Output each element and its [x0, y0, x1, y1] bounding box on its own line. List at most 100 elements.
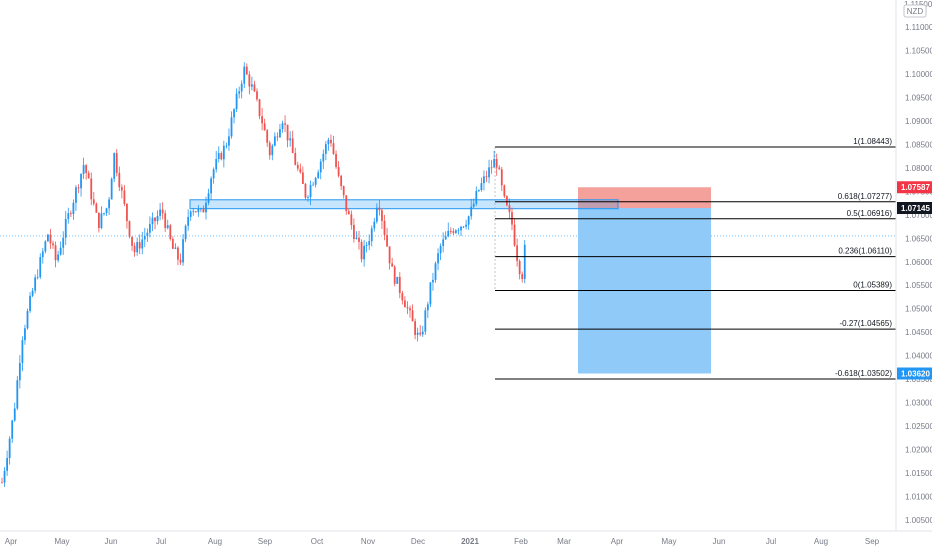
candle: [108, 196, 110, 215]
candle: [337, 161, 340, 178]
candle-body: [363, 245, 365, 260]
candle-body: [161, 209, 164, 214]
candle: [18, 355, 21, 389]
candle-body: [39, 257, 42, 278]
candle: [388, 246, 391, 270]
candle-body: [215, 159, 218, 170]
time-tick-label: Aug: [814, 537, 828, 546]
candle: [299, 163, 302, 174]
fib-level-label: -0.27(1.04565): [840, 319, 893, 328]
candle-body: [251, 84, 253, 87]
candle-body: [299, 168, 302, 173]
candle-body: [393, 266, 396, 284]
candle: [258, 98, 261, 120]
candle: [500, 166, 503, 191]
candle-body: [220, 153, 223, 160]
candle: [460, 225, 462, 237]
candle-body: [8, 438, 11, 459]
candle-body: [304, 183, 307, 198]
candle-body: [373, 221, 376, 229]
price-tag: [897, 367, 932, 380]
candle: [62, 231, 65, 256]
candle: [314, 176, 317, 188]
candle-body: [365, 245, 368, 246]
candle: [279, 123, 281, 139]
time-tick-label: Feb: [514, 537, 528, 546]
candle: [268, 140, 271, 160]
candle: [271, 143, 274, 161]
candle: [126, 203, 128, 229]
price-tick-label: 1.06500: [905, 234, 932, 243]
candle: [345, 195, 348, 215]
candle-body: [179, 259, 182, 263]
candle: [166, 219, 169, 230]
candle-body: [212, 169, 215, 179]
time-tick-label: Oct: [311, 537, 324, 546]
fibonacci-retracement[interactable]: 1(1.08443) 0.618(1.07277) 0.5(1.06916) 0.23…: [494, 137, 896, 380]
candle: [143, 227, 146, 247]
candle: [439, 243, 442, 261]
candle: [110, 177, 113, 200]
candle-body: [475, 190, 478, 204]
candle-body: [294, 152, 297, 165]
currency-badge[interactable]: [903, 4, 927, 18]
candle: [495, 153, 498, 176]
candle: [44, 240, 47, 254]
price-tick-label: 1.02500: [905, 422, 932, 431]
candle-body: [358, 237, 360, 242]
candle-body: [452, 231, 455, 233]
candle-body: [406, 307, 409, 309]
candle: [304, 182, 307, 201]
price-tag-label: 1.07587: [901, 183, 930, 192]
candle-body: [490, 167, 493, 169]
candle-body: [143, 236, 146, 240]
candle-body: [335, 153, 337, 167]
candle: [182, 234, 184, 266]
candle-body: [118, 172, 121, 188]
candle: [452, 228, 455, 235]
candle: [368, 234, 371, 250]
candle-body: [330, 139, 332, 144]
candle-body: [442, 239, 445, 246]
candle: [115, 149, 118, 177]
candle-body: [154, 217, 156, 222]
candle: [235, 88, 238, 113]
candle-body: [429, 282, 432, 305]
candle-body: [370, 228, 373, 242]
candle: [87, 170, 90, 179]
time-tick-label: Apr: [5, 537, 18, 546]
candle-body: [90, 178, 93, 200]
candle-body: [401, 293, 404, 301]
candle: [200, 207, 202, 213]
candle: [138, 234, 141, 255]
candle: [177, 246, 179, 266]
candle: [462, 226, 465, 229]
candle: [263, 118, 266, 131]
candle: [222, 140, 225, 168]
candle-body: [276, 136, 279, 138]
candle: [90, 172, 93, 206]
candle: [80, 173, 82, 197]
candle-body: [82, 165, 85, 174]
candle-body: [57, 254, 59, 261]
candle: [149, 216, 151, 238]
candle-body: [64, 218, 67, 238]
candle: [289, 131, 292, 147]
candle: [3, 467, 6, 487]
candle: [521, 271, 524, 283]
candle-body: [126, 203, 128, 222]
candle-body: [18, 362, 21, 381]
candle-body: [383, 220, 386, 235]
fib-level-label: -0.618(1.03502): [835, 369, 892, 378]
candle-body: [340, 175, 343, 187]
candle-body: [136, 242, 139, 253]
support-zone-rect[interactable]: [189, 199, 619, 210]
candle: [36, 269, 39, 280]
time-axis[interactable]: Apr May Jun Jul Aug Sep Oct Nov Dec 2021 Feb Mar Apr…: [0, 530, 932, 546]
time-tick-label: Dec: [411, 537, 425, 546]
candle: [378, 199, 381, 216]
candle-body: [75, 187, 77, 203]
